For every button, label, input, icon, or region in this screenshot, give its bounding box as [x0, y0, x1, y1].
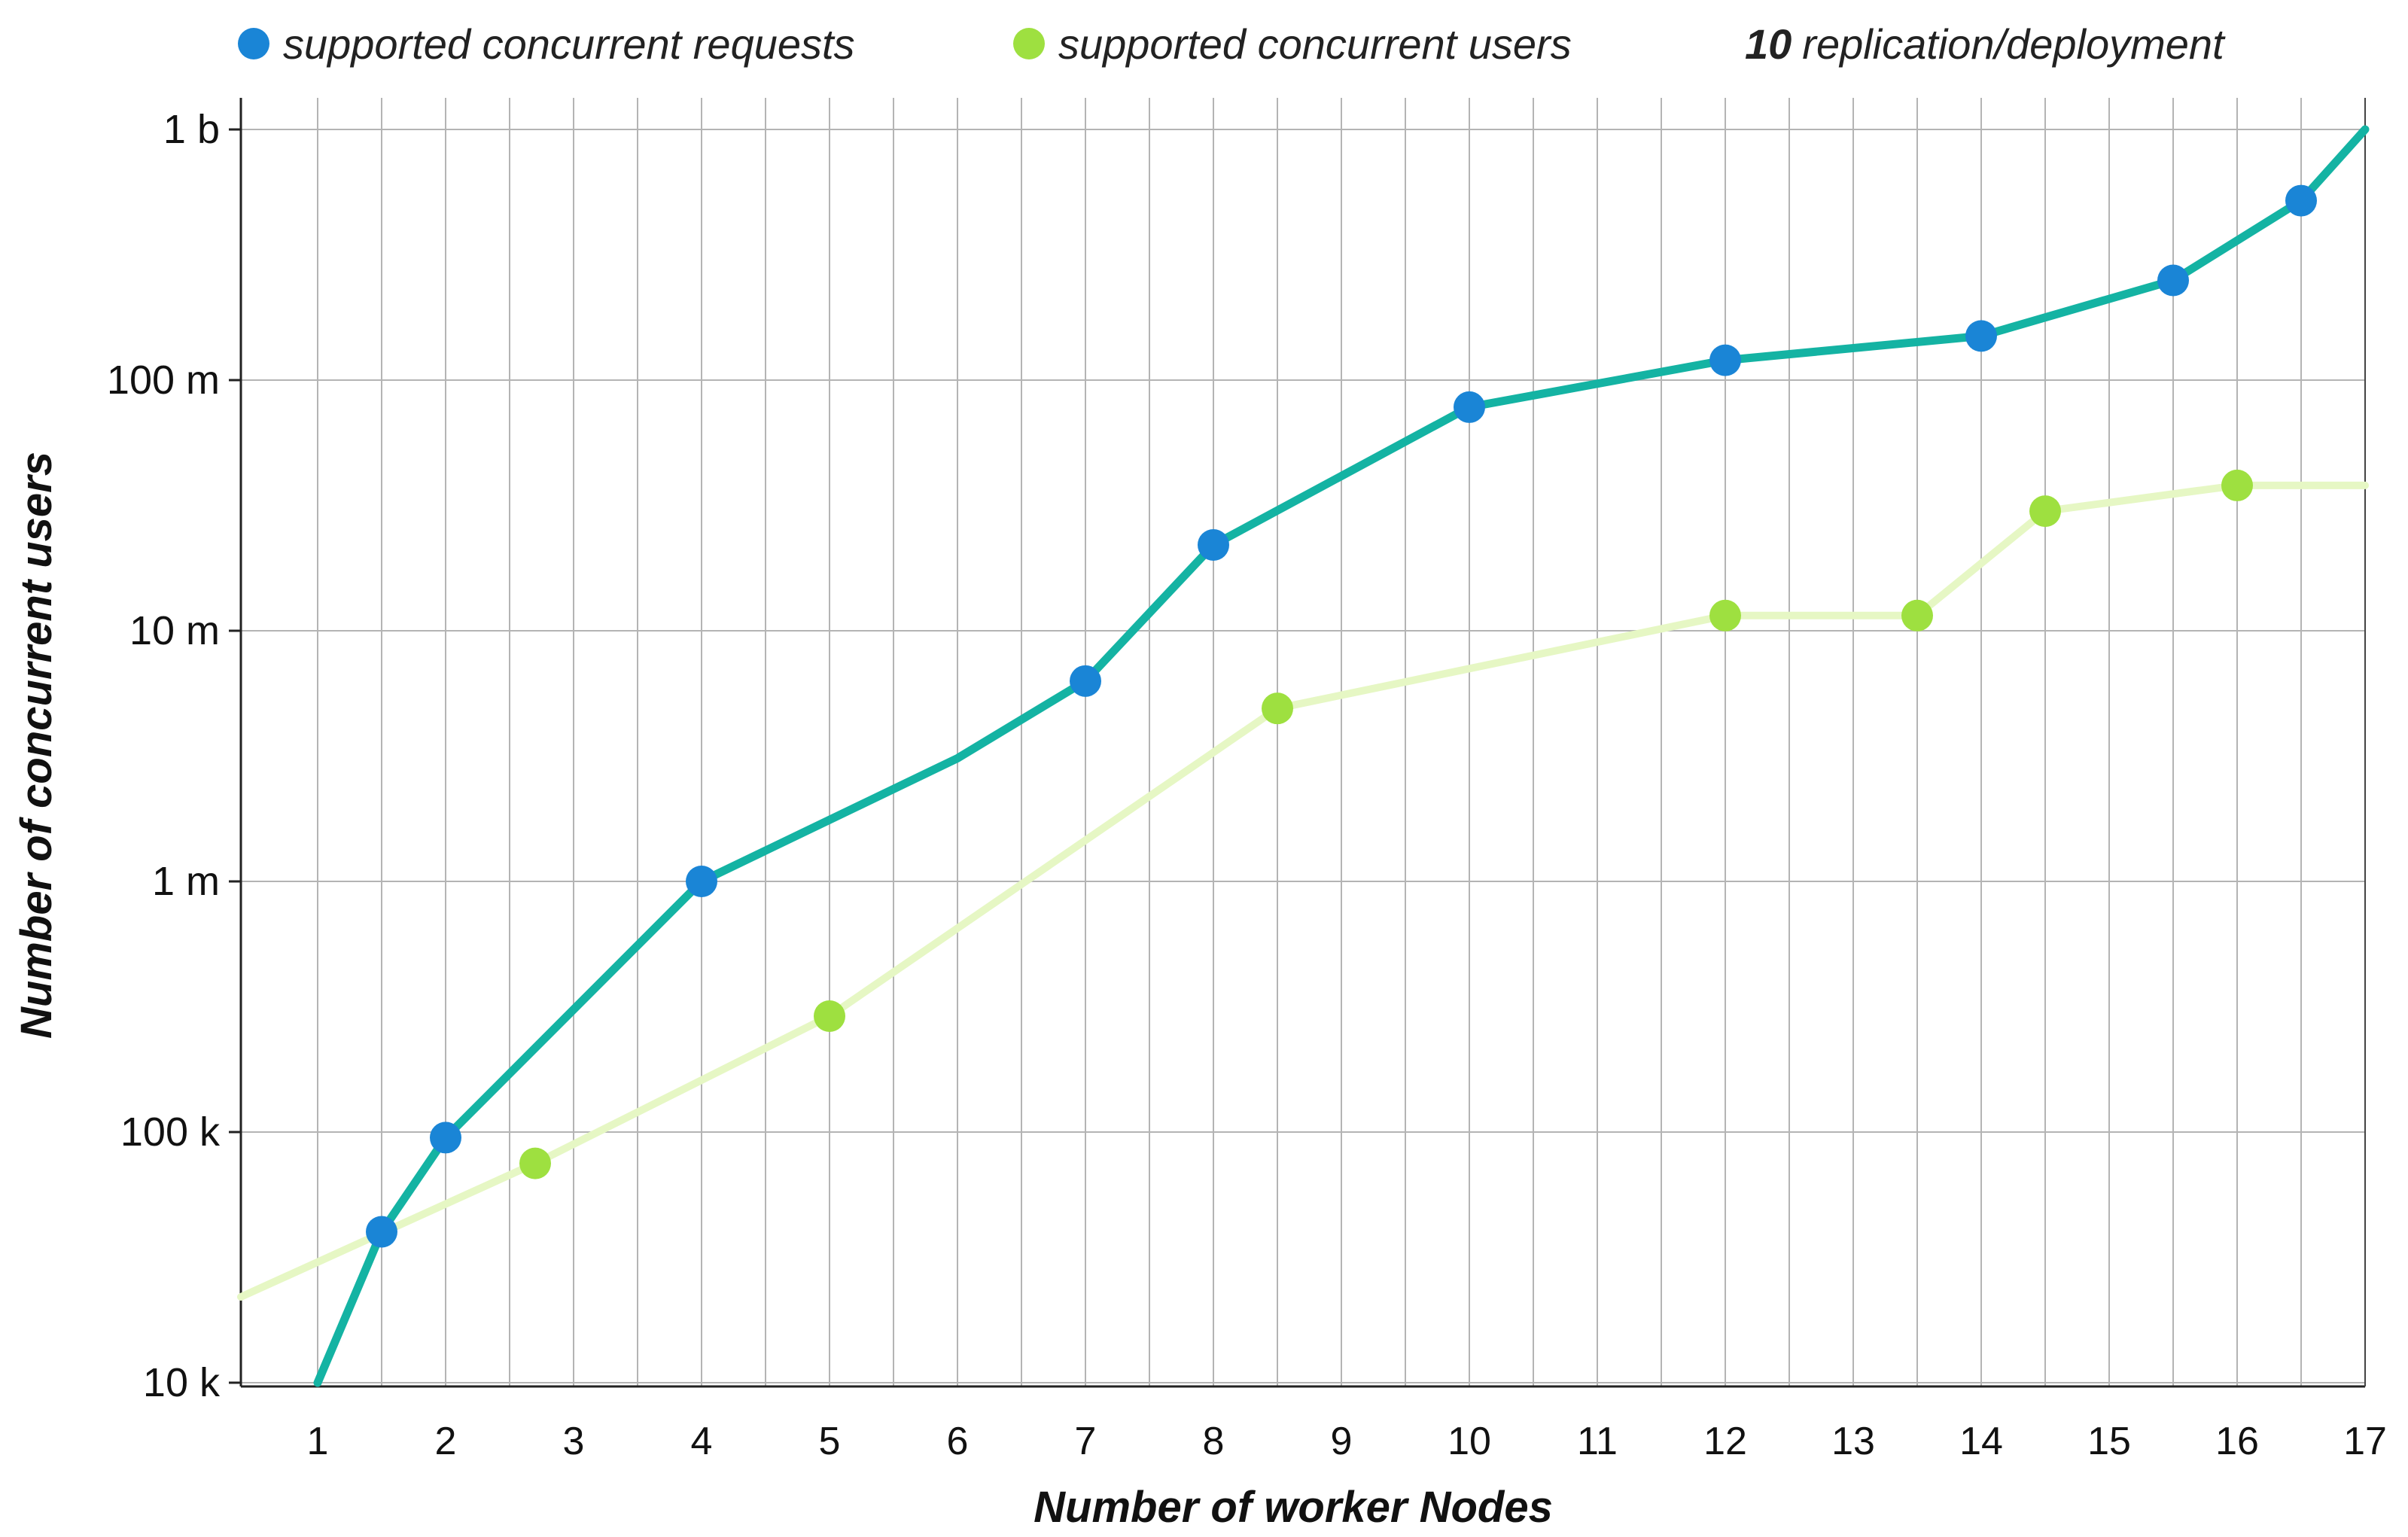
- x-tick-label: 2: [435, 1420, 457, 1463]
- y-tick-label: 100 k: [120, 1109, 221, 1155]
- x-tick-label: 16: [2215, 1420, 2259, 1463]
- x-tick-label: 6: [947, 1420, 969, 1463]
- legend-note-number: 10: [1745, 20, 1792, 68]
- data-point-requests: [1070, 665, 1101, 697]
- data-point-requests: [2285, 184, 2317, 217]
- data-point-requests: [686, 866, 717, 897]
- legend-label-requests: supported concurrent requests: [283, 20, 855, 68]
- data-point-requests: [1709, 344, 1741, 376]
- legend-item-users: supported concurrent users: [1013, 14, 1572, 74]
- data-point-users: [519, 1147, 551, 1179]
- y-axis-title: Number of concurrent users: [12, 452, 61, 1039]
- x-tick-label: 7: [1075, 1420, 1097, 1463]
- data-point-users: [2029, 495, 2061, 528]
- series-line-users: [237, 481, 2369, 1301]
- x-tick-label: 13: [1831, 1420, 1875, 1463]
- data-point-requests: [1454, 391, 1485, 423]
- data-point-requests: [1965, 320, 1997, 352]
- y-tick-label: 10 k: [143, 1360, 221, 1405]
- x-tick-label: 14: [1959, 1420, 2003, 1463]
- series-markers: [366, 184, 2317, 1248]
- legend-marker-requests: [238, 28, 269, 59]
- x-tick-label: 5: [819, 1420, 841, 1463]
- x-tick-label: 3: [563, 1420, 585, 1463]
- legend-label-users: supported concurrent users: [1058, 20, 1572, 68]
- x-tick-label: 9: [1331, 1420, 1353, 1463]
- data-point-requests: [430, 1122, 461, 1154]
- data-point-users: [1262, 692, 1293, 725]
- series-lines: [237, 125, 2370, 1387]
- x-tick-label: 15: [2087, 1420, 2131, 1463]
- data-point-users: [1709, 599, 1741, 632]
- data-point-requests: [1198, 528, 1229, 561]
- legend-note-text: replication/deployment: [1802, 20, 2224, 68]
- y-tick-label: 1 b: [163, 107, 220, 152]
- legend-marker-users: [1013, 28, 1045, 59]
- x-tick-label: 1: [307, 1420, 329, 1463]
- x-tick-label: 17: [2343, 1420, 2387, 1463]
- data-point-users: [1901, 599, 1933, 632]
- x-tick-label: 11: [1577, 1420, 1618, 1463]
- data-point-requests: [366, 1216, 397, 1248]
- x-tick-label: 12: [1703, 1420, 1747, 1463]
- grid: [241, 98, 2365, 1386]
- x-axis-title: Number of worker Nodes: [1034, 1483, 1553, 1532]
- x-tick-label: 4: [691, 1420, 713, 1463]
- x-tick-label: 8: [1203, 1420, 1225, 1463]
- y-tick-label: 10 m: [129, 608, 220, 653]
- y-tick-label: 1 m: [152, 859, 220, 904]
- x-tick-label: 10: [1448, 1420, 1491, 1463]
- data-point-users: [814, 1000, 845, 1033]
- data-point-requests: [2157, 264, 2189, 297]
- y-tick-label: 100 m: [107, 358, 220, 403]
- legend-note: 10 replication/deployment: [1745, 14, 2224, 74]
- legend-item-requests: supported concurrent requests: [238, 14, 855, 74]
- axes: [229, 98, 2366, 1388]
- data-point-users: [2221, 469, 2253, 501]
